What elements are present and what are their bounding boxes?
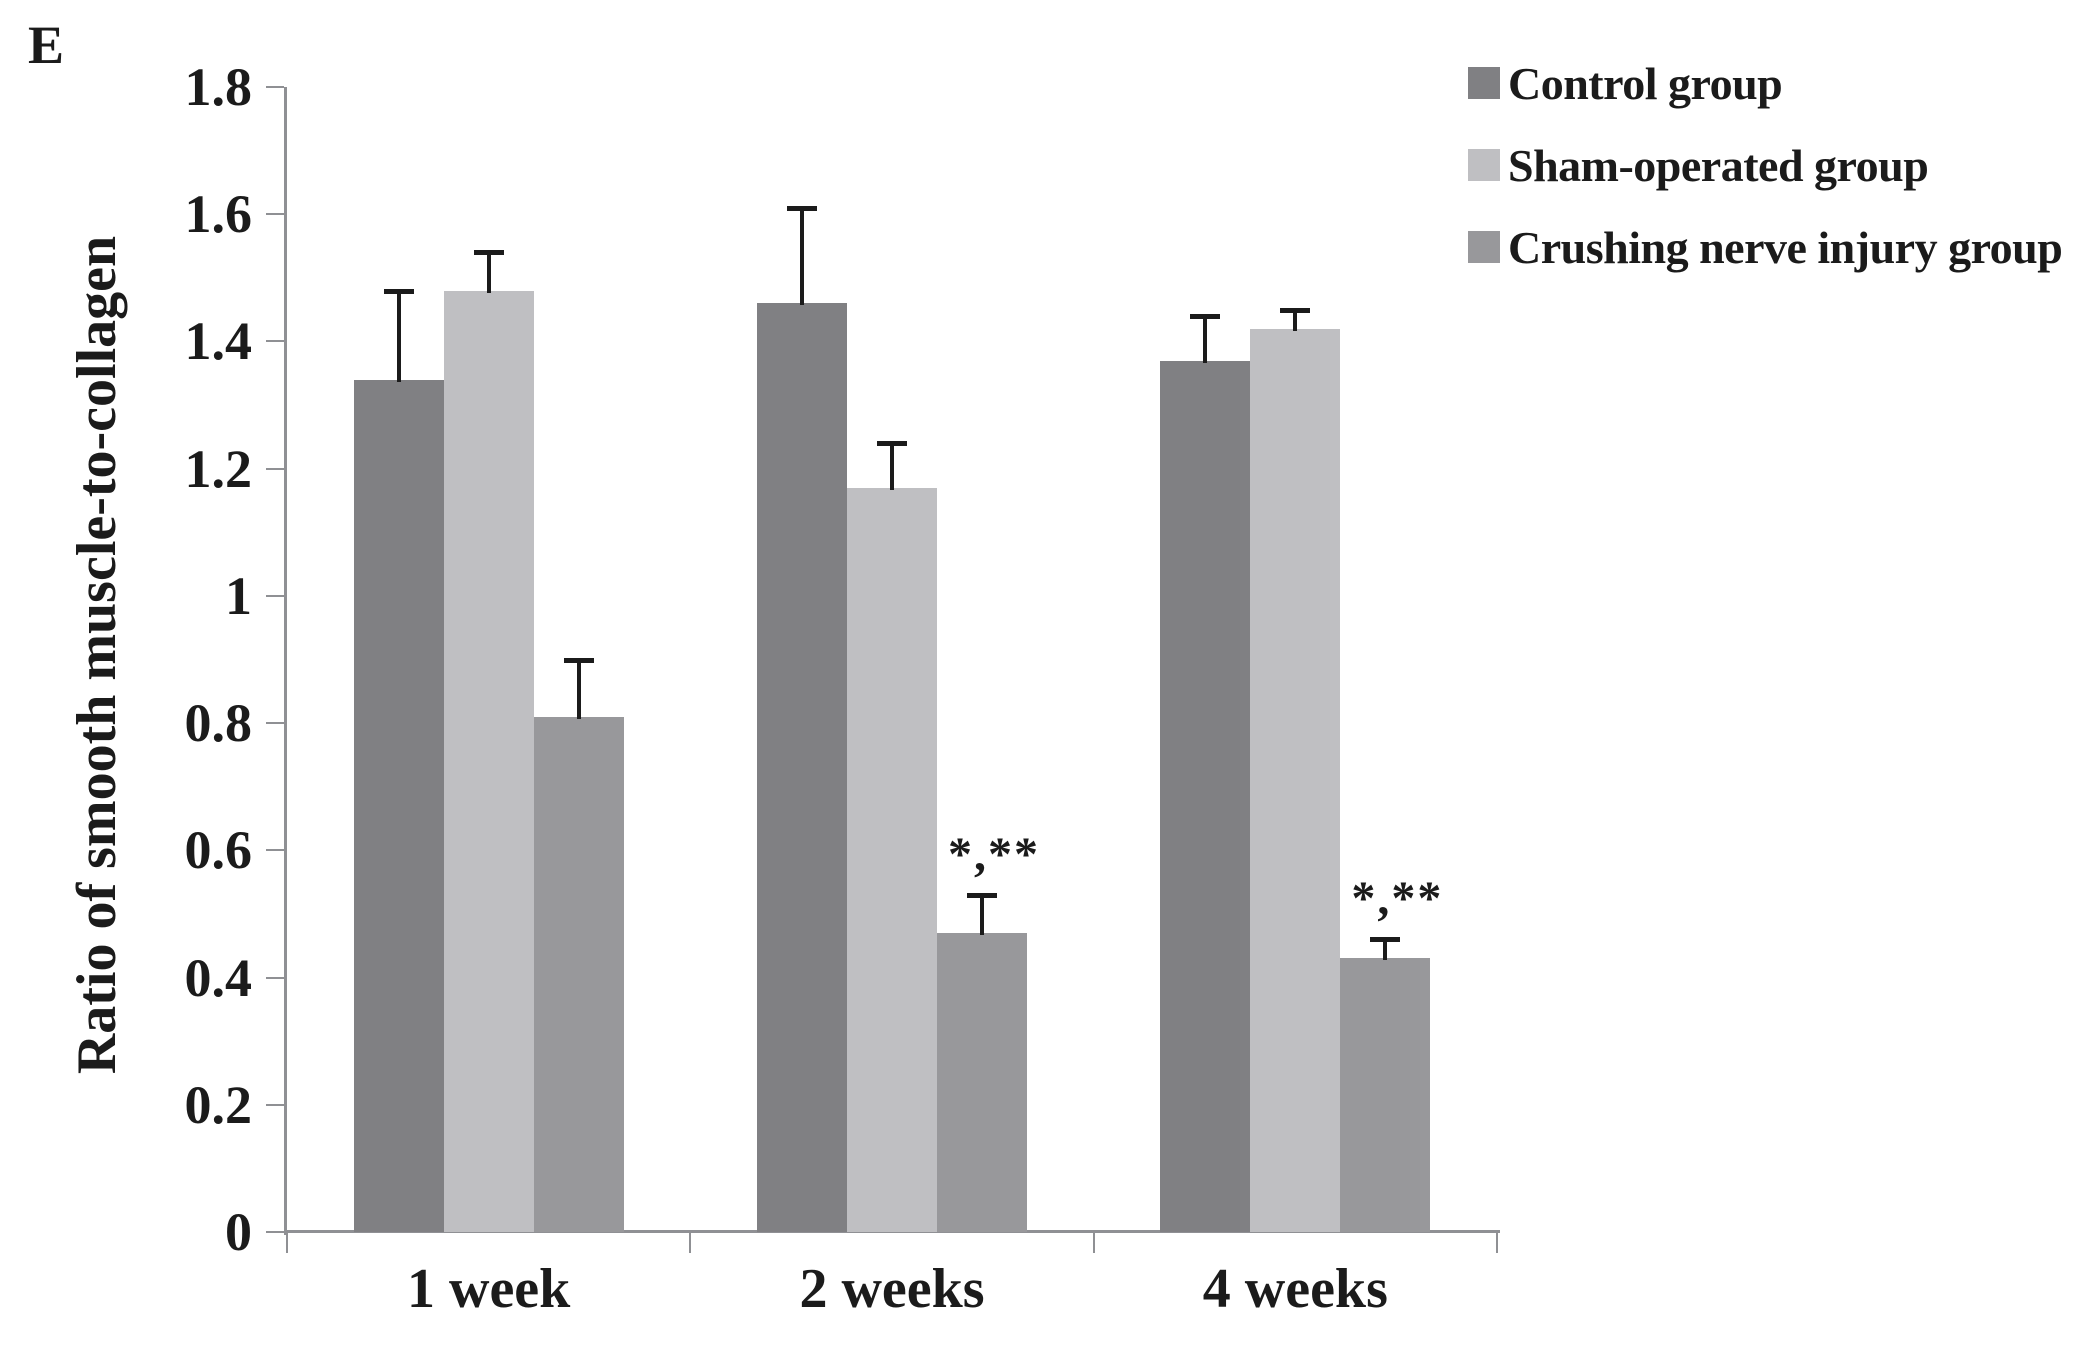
significance-annotation-2-weeks: *,** bbox=[948, 827, 1040, 881]
error-bar-cap-sham-operated-4-weeks bbox=[1280, 307, 1311, 313]
y-tick-label: 0.6 bbox=[184, 820, 253, 881]
error-bar-cap-control-2-weeks bbox=[787, 205, 817, 211]
error-bar-stem-sham-operated-4-weeks bbox=[1293, 309, 1298, 331]
error-bar-cap-crushing-nerve-injury-2-weeks bbox=[967, 892, 997, 898]
x-category-label-4-weeks: 4 weeks bbox=[1202, 1258, 1388, 1320]
error-bar-cap-control-1-week bbox=[383, 288, 414, 294]
error-bar-stem-control-4-weeks bbox=[1203, 316, 1208, 363]
y-tick bbox=[266, 722, 284, 725]
error-bar-stem-crushing-nerve-injury-2-weeks bbox=[980, 894, 984, 936]
significance-annotation-4-weeks: *,** bbox=[1351, 872, 1444, 926]
bar-control-1-week bbox=[353, 379, 444, 1232]
bar-sham-operated-2-weeks bbox=[847, 487, 937, 1232]
legend-item-crushing-nerve-injury-group: Crushing nerve injury group bbox=[1468, 216, 2063, 278]
error-bar-cap-control-4-weeks bbox=[1190, 314, 1221, 319]
legend-label-sham-operated-group: Sham-operated group bbox=[1508, 139, 1929, 191]
y-tick bbox=[266, 467, 284, 470]
error-bar-stem-crushing-nerve-injury-1-week bbox=[576, 659, 581, 719]
error-bar-stem-sham-operated-1-week bbox=[486, 252, 491, 293]
x-category-label-1-week: 1 week bbox=[407, 1258, 571, 1320]
y-tick-label: 0.2 bbox=[184, 1074, 253, 1135]
legend-label-crushing-nerve-injury-group: Crushing nerve injury group bbox=[1508, 221, 2063, 273]
y-tick bbox=[266, 849, 284, 852]
y-tick bbox=[266, 594, 284, 597]
y-tick-label: 1.4 bbox=[184, 311, 253, 372]
error-bar-stem-sham-operated-2-weeks bbox=[890, 443, 894, 490]
error-bar-cap-sham-operated-2-weeks bbox=[877, 441, 907, 447]
legend-swatch-control-group bbox=[1468, 67, 1500, 99]
y-tick bbox=[266, 976, 284, 979]
y-tick-label: 1.2 bbox=[184, 438, 253, 499]
error-bar-stem-control-2-weeks bbox=[800, 207, 804, 306]
bar-crushing-nerve-injury-2-weeks bbox=[937, 933, 1027, 1232]
error-bar-cap-sham-operated-1-week bbox=[473, 250, 504, 256]
y-tick-label: 0 bbox=[225, 1202, 252, 1262]
panel-letter-label: E bbox=[28, 15, 65, 75]
y-tick bbox=[266, 1231, 284, 1233]
bar-control-4-weeks bbox=[1160, 360, 1251, 1232]
chart-legend: Control group Sham-operated group Crushi… bbox=[1468, 52, 2063, 298]
bar-crushing-nerve-injury-4-weeks bbox=[1340, 958, 1431, 1232]
x-tick bbox=[1496, 1233, 1498, 1253]
legend-swatch-sham-operated-group bbox=[1468, 149, 1500, 181]
y-tick-label: 1.8 bbox=[184, 57, 253, 117]
bar-sham-operated-1-week bbox=[443, 290, 534, 1232]
y-tick-label: 1.6 bbox=[184, 184, 253, 245]
bar-control-2-weeks bbox=[757, 303, 847, 1232]
y-tick bbox=[266, 340, 284, 343]
error-bar-cap-crushing-nerve-injury-4-weeks bbox=[1370, 937, 1401, 943]
y-axis-line bbox=[284, 87, 287, 1235]
x-tick bbox=[689, 1233, 692, 1253]
y-tick-label: 1 bbox=[225, 565, 252, 626]
y-tick bbox=[266, 1103, 284, 1106]
legend-item-sham-operated-group: Sham-operated group bbox=[1468, 134, 2062, 196]
x-category-label-2-weeks: 2 weeks bbox=[799, 1258, 985, 1320]
legend-label-control-group: Control group bbox=[1508, 57, 1783, 109]
bar-sham-operated-4-weeks bbox=[1250, 328, 1341, 1232]
error-bar-stem-crushing-nerve-injury-4-weeks bbox=[1383, 939, 1388, 961]
x-tick bbox=[1092, 1233, 1095, 1253]
y-tick-label: 0.4 bbox=[184, 947, 253, 1008]
x-tick bbox=[286, 1233, 288, 1253]
y-tick bbox=[266, 86, 284, 88]
y-tick-label: 0.8 bbox=[184, 693, 253, 754]
bar-crushing-nerve-injury-1-week bbox=[533, 716, 624, 1232]
legend-swatch-crushing-nerve-injury-group bbox=[1468, 231, 1500, 263]
error-bar-cap-crushing-nerve-injury-1-week bbox=[563, 657, 594, 663]
y-tick bbox=[266, 213, 284, 216]
legend-item-control-group: Control group bbox=[1468, 52, 2062, 114]
error-bar-stem-control-1-week bbox=[396, 290, 401, 382]
